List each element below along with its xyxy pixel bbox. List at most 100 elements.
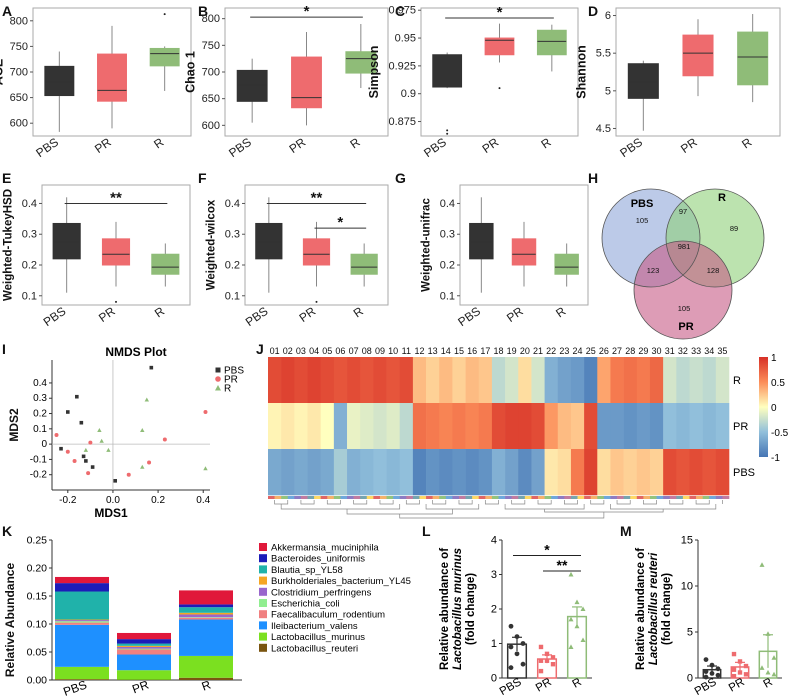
y-tick-label: 600	[202, 120, 220, 132]
bar-segment-bacteroides-uniformis	[179, 604, 233, 608]
venn-circle-pr	[634, 241, 732, 339]
significance-label: *	[304, 3, 310, 20]
y-axis-label-line: (fold change)	[465, 573, 477, 645]
heatmap-cell	[663, 403, 677, 450]
legend-label: Akkermansia_muciniphila	[271, 543, 379, 554]
x-tick-label: R	[151, 135, 166, 152]
heatmap-column-label: 33	[691, 346, 701, 356]
heatmap-cell	[636, 449, 651, 496]
y-tick-label: 0	[687, 673, 693, 685]
legend-marker-pr	[215, 376, 221, 382]
y-tick-label: 800	[202, 13, 220, 25]
heatmap-group-strip	[406, 496, 414, 499]
heatmap-cell	[439, 449, 453, 496]
data-point-r	[765, 669, 771, 675]
heatmap-cell	[505, 357, 519, 404]
colorbar-tick-label: 1	[771, 353, 777, 364]
bar-segment-faecalibaculum-rodentium	[117, 649, 171, 655]
heatmap-cell	[426, 357, 440, 404]
heatmap-column-label: 27	[612, 346, 622, 356]
heatmap-cell	[347, 403, 361, 450]
heatmap-group-strip	[531, 496, 539, 499]
heatmap-group-strip	[649, 496, 657, 499]
legend-swatch	[259, 576, 267, 585]
heatmap-group-strip	[274, 496, 282, 499]
y-tick-label: 0.2	[33, 409, 47, 420]
heatmap-cell	[360, 403, 374, 450]
plot-frame	[420, 7, 579, 137]
data-point-r	[568, 644, 574, 649]
dendrogram-branch	[399, 512, 605, 519]
data-point-pr	[743, 663, 749, 669]
bar-segment-burkholderiales-bacterium-yl45	[117, 645, 171, 647]
heatmap-cell	[636, 403, 651, 450]
bar-segment-lactobacillus-murinus	[179, 655, 233, 678]
box-r	[149, 47, 180, 67]
heatmap-group-strip	[551, 496, 559, 499]
dendrogram-branch	[544, 509, 664, 513]
data-point-r	[580, 606, 586, 611]
heatmap-cell	[320, 449, 335, 496]
box-r	[151, 253, 180, 275]
heatmap-group-strip	[314, 496, 321, 499]
heatmap-cell	[623, 357, 638, 404]
heatmap-group-strip	[524, 496, 532, 499]
heatmap-column-label: 29	[638, 346, 648, 356]
y-tick-label: 0.3	[225, 229, 240, 241]
heatmap-cell	[636, 357, 651, 404]
dendrogram-branch	[326, 500, 341, 505]
data-point-r	[771, 671, 777, 677]
heatmap-cell	[333, 449, 348, 496]
heatmap-cell	[478, 449, 493, 496]
venn-outline	[665, 188, 765, 288]
panel-letter-j: J	[256, 341, 264, 357]
heatmap-row-label: R	[733, 375, 741, 387]
data-point-pr	[538, 658, 544, 663]
dendrogram-branch	[610, 504, 717, 510]
bar-segment-lactobacillus-reuteri	[179, 677, 233, 680]
heatmap-column-label: 19	[507, 346, 517, 356]
heatmap-cell	[491, 403, 506, 450]
heatmap-column-label: 17	[480, 346, 490, 356]
panel-letter-k: K	[2, 523, 12, 539]
heatmap-cell	[294, 357, 308, 404]
data-point-r	[771, 655, 777, 660]
heatmap-cell	[584, 403, 598, 450]
point-r	[99, 438, 104, 443]
dendrogram-branch	[504, 504, 585, 510]
heatmap-column-label: 31	[665, 346, 675, 356]
heatmap-group-strip	[399, 496, 407, 499]
bar-segment-faecalibaculum-rodentium	[55, 622, 109, 625]
panel-c-boxplot: 0.875 0.9 0.925 0.95 0.975 Simpson PBS PR R *	[367, 4, 579, 160]
significance-label: **	[311, 189, 323, 206]
y-tick-label: 700	[10, 67, 28, 79]
x-tick-label: 0.4	[196, 495, 210, 506]
legend-swatch	[259, 632, 267, 641]
box-pbs	[432, 54, 463, 88]
y-axis-label-line: (fold change)	[661, 573, 673, 645]
data-point-pbs	[703, 674, 709, 680]
y-tick-label: 750	[10, 41, 28, 53]
heatmap-cell	[412, 449, 427, 496]
panel-k-stacked-bar: 0.00 0.05 0.10 0.15 0.20 0.25 Relative Abundan…	[3, 535, 411, 697]
bar-segment-faecalibaculum-rodentium	[179, 617, 233, 620]
data-point-pr	[550, 662, 556, 667]
legend-label: Ileibacterium_valens	[271, 621, 358, 632]
heatmap-cell	[307, 449, 321, 496]
heatmap-cell	[518, 403, 532, 450]
heatmap-cell	[373, 449, 387, 496]
dendrogram-branch	[405, 500, 420, 505]
heatmap-group-strip	[268, 496, 275, 499]
dendrogram-branch	[643, 500, 657, 505]
heatmap-group-strip	[333, 496, 341, 499]
heatmap-cell	[320, 403, 335, 450]
y-tick-label: 4.5	[596, 123, 611, 135]
data-point-pr	[544, 651, 550, 657]
box-r	[345, 51, 377, 74]
heatmap-cell	[478, 403, 493, 450]
heatmap-group-strip	[347, 496, 354, 499]
heatmap-cell	[281, 403, 295, 450]
point-pr	[126, 472, 131, 477]
